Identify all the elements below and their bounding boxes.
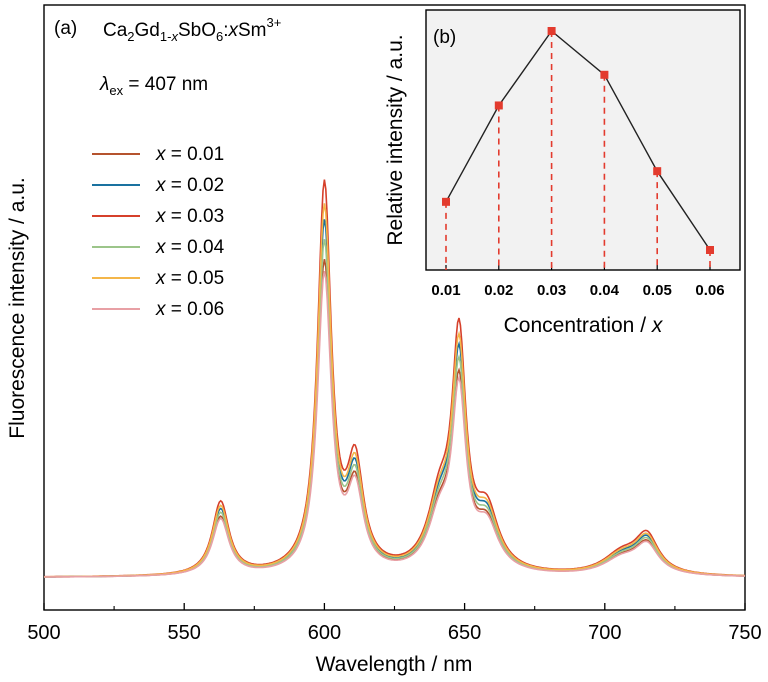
inset-frame [425, 9, 741, 271]
series-line-2 [44, 219, 745, 578]
legend-label-5: x = 0.05 [155, 268, 224, 289]
inset-point-6 [706, 246, 714, 254]
inset-series-line [445, 29, 711, 251]
excitation-label: λex = 407 nm [99, 74, 208, 98]
main-series-group [43, 179, 746, 578]
formula-part-ca: Ca [103, 20, 128, 41]
panel-b-label: (b) [433, 27, 456, 48]
formula-part-sbo: SbO [178, 20, 216, 41]
inset-x-label-var: x [651, 314, 664, 337]
legend-label-3: x = 0.03 [155, 206, 224, 227]
inset-point-3 [547, 27, 556, 35]
formula-x: x [228, 20, 240, 41]
series-line-4 [44, 239, 745, 578]
inset-x-tick-label-0.05: 0.05 [643, 282, 672, 299]
excitation-value: = 407 nm [123, 74, 208, 95]
legend-label-2: x = 0.02 [155, 175, 224, 196]
series-line-1 [44, 259, 745, 578]
x-tick-label-700: 700 [588, 622, 621, 644]
x-tick-label-750: 750 [728, 622, 761, 644]
lambda-sub: ex [109, 83, 123, 98]
x-axis-label: Wavelength / nm [316, 653, 473, 676]
inset-x-tick-label-0.06: 0.06 [695, 282, 724, 299]
legend-label-6: x = 0.06 [155, 299, 224, 320]
legend: x = 0.01 x = 0.02 x = 0.03 x = 0.04 x = 0.05… [92, 144, 225, 320]
inset-x-tick-label-0.01: 0.01 [431, 282, 460, 299]
x-tick-label-650: 650 [448, 622, 481, 644]
formula-sub-1-minus: 1- [160, 29, 172, 44]
inset-y-axis-label: Relative intensity / a.u. [384, 34, 407, 245]
inset-plot-group: 0.01 0.02 0.03 0.04 0.05 0.06 [431, 27, 725, 299]
x-tick-label-600: 600 [308, 622, 341, 644]
formula-label: Ca2Gd1-xSbO6:xSm3+ [103, 15, 281, 44]
inset-point-1 [442, 197, 450, 206]
y-axis-label: Fluorescence intensity / a.u. [6, 177, 29, 438]
legend-label-4: x = 0.04 [155, 237, 225, 258]
formula-sub-2: 2 [127, 29, 134, 44]
inset-x-tick-label-0.04: 0.04 [590, 282, 620, 299]
legend-label-1: x = 0.01 [155, 144, 224, 165]
main-x-ticks [43, 603, 746, 610]
inset-x-tick-label-0.03: 0.03 [537, 282, 566, 299]
formula-sub-x: x [170, 29, 178, 44]
lambda-symbol: λ [99, 74, 109, 95]
formula-part-gd: Gd [135, 20, 160, 41]
inset-x-tick-label-0.02: 0.02 [484, 282, 513, 299]
x-tick-label-550: 550 [168, 622, 201, 644]
formula-colon: : [223, 20, 228, 41]
inset-x-axis-label: Concentration / x [504, 314, 664, 337]
main-x-tick-labels: 500 550 600 650 700 750 [27, 622, 761, 644]
formula-sub-6: 6 [216, 29, 223, 44]
series-line-6 [43, 270, 746, 578]
formula-part-sm: Sm [238, 20, 267, 41]
inset-point-5 [653, 167, 662, 176]
panel-a-label: (a) [54, 18, 77, 39]
inset-point-2 [494, 101, 503, 110]
inset-point-4 [600, 70, 609, 79]
x-tick-label-500: 500 [27, 622, 60, 644]
inset-x-label-text: Concentration / [504, 314, 652, 337]
formula-sup-3plus: 3+ [267, 15, 282, 30]
